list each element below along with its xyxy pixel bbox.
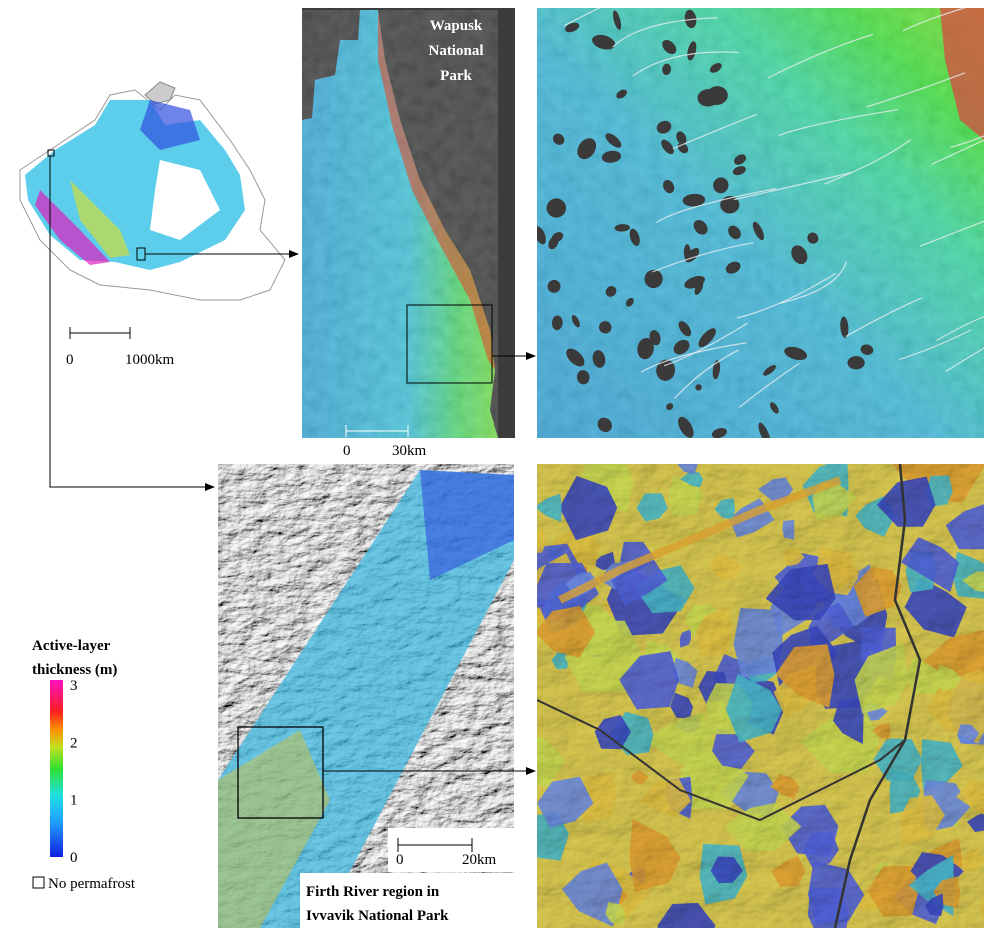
scale-label: 0: [396, 852, 404, 868]
scale-label: 1000km: [125, 352, 175, 368]
map-title: Park: [440, 68, 472, 84]
wapusk-zoom: [532, 0, 984, 446]
legend-tick-label: 3: [70, 678, 78, 694]
figure: 0 1000km Wapusk National Park 0 30km: [0, 0, 984, 928]
ivvavik-zoom: [504, 424, 984, 928]
legend-title: Active-layer: [32, 638, 111, 654]
legend-tick-label: 1: [70, 793, 78, 809]
color-bar: [50, 680, 63, 857]
no-data-swatch: [33, 877, 44, 888]
map-title: Wapusk: [430, 18, 483, 34]
scale-label: 20km: [462, 852, 497, 868]
legend-label: No permafrost: [48, 876, 136, 892]
map-caption: Ivvavik National Park: [306, 908, 449, 924]
legend-tick-label: 2: [70, 735, 78, 751]
scale-label: 0: [343, 443, 351, 459]
overview-map: 0 1000km: [20, 82, 285, 368]
scale-label: 30km: [392, 443, 427, 459]
legend: Active-layer thickness (m) No permafrost…: [32, 638, 136, 892]
ivvavik-map: 0 20km Firth River region in Ivvavik Nat…: [218, 464, 514, 928]
wapusk-map: Wapusk National Park 0 30km: [302, 8, 515, 459]
legend-title: thickness (m): [32, 662, 117, 678]
map-title: National: [428, 43, 483, 59]
legend-tick-label: 0: [70, 850, 78, 866]
map-caption: Firth River region in: [306, 884, 440, 900]
texture: [537, 8, 984, 438]
hillshade: [537, 464, 984, 928]
scale-label: 0: [66, 352, 74, 368]
